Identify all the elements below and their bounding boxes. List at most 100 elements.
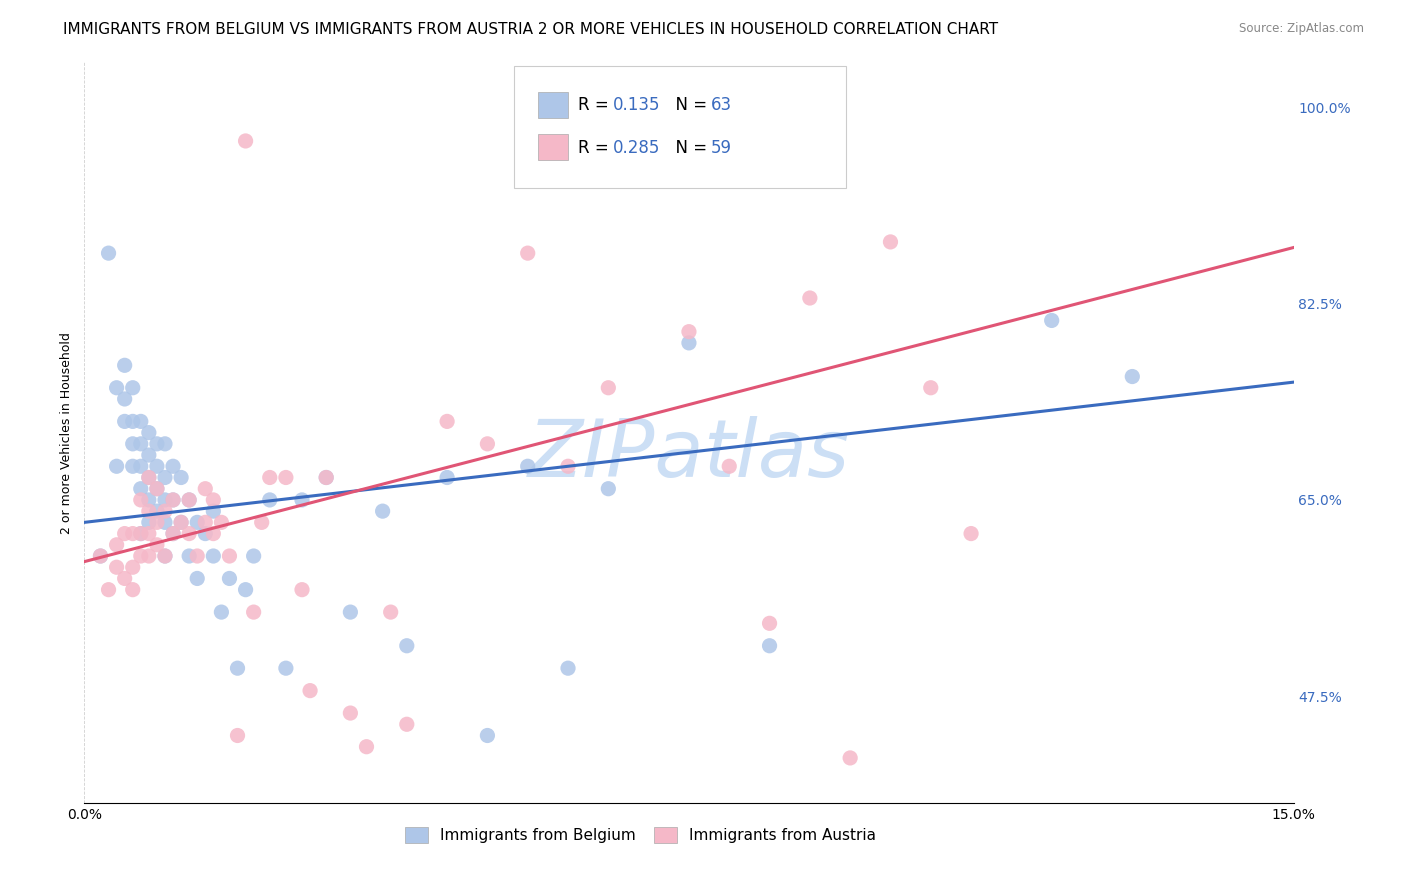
Point [516,246,538,260]
Point [146,482,169,496]
Point [146,459,169,474]
Point [259,492,281,507]
Point [315,470,337,484]
Point [879,235,901,249]
Point [129,482,152,496]
Text: 0.285: 0.285 [613,138,661,157]
Point [89,549,111,563]
Point [315,470,337,484]
Text: 59: 59 [710,138,731,157]
Point [114,359,136,373]
Point [960,526,983,541]
Point [557,459,579,474]
Point [436,470,458,484]
Point [153,470,176,484]
Point [129,526,152,541]
Point [97,582,120,597]
Point [121,582,143,597]
Point [179,526,201,541]
Point [129,492,152,507]
Point [114,414,136,428]
Point [557,661,579,675]
Point [138,516,160,530]
Point [114,571,136,585]
Point [105,381,128,395]
Point [186,549,208,563]
Point [138,549,160,563]
Point [153,504,176,518]
Point [162,459,184,474]
Text: N =: N = [665,96,711,114]
Point [598,381,620,395]
Point [138,504,160,518]
Point [242,605,264,619]
Point [170,470,193,484]
Point [678,325,700,339]
Text: N =: N = [665,138,711,157]
Point [194,526,217,541]
Point [339,605,361,619]
Point [138,526,160,541]
Point [299,683,322,698]
Point [153,516,176,530]
Point [235,582,257,597]
Text: 0.135: 0.135 [613,96,661,114]
Point [114,526,136,541]
Point [718,459,741,474]
Point [839,751,862,765]
Point [516,459,538,474]
Point [1121,369,1143,384]
Point [235,134,257,148]
Point [162,492,184,507]
Point [105,560,128,574]
Point [105,538,128,552]
Point [202,526,225,541]
Point [1040,313,1063,327]
Point [209,605,232,619]
Point [274,661,297,675]
Text: Source: ZipAtlas.com: Source: ZipAtlas.com [1239,22,1364,36]
Point [186,516,208,530]
Point [395,639,418,653]
Point [162,526,184,541]
Text: ZIPatlas: ZIPatlas [527,416,851,494]
Point [179,492,201,507]
Point [380,605,402,619]
Point [339,706,361,720]
Point [274,470,297,484]
Point [121,459,143,474]
Point [477,729,499,743]
Point [129,549,152,563]
Point [121,437,143,451]
Point [598,482,620,496]
Point [153,549,176,563]
Point [170,516,193,530]
Point [97,246,120,260]
Point [129,526,152,541]
Point [209,516,232,530]
Legend: Immigrants from Belgium, Immigrants from Austria: Immigrants from Belgium, Immigrants from… [398,820,884,851]
Point [121,381,143,395]
Point [153,437,176,451]
Point [162,492,184,507]
Point [170,516,193,530]
Point [758,639,780,653]
Point [179,549,201,563]
Text: 63: 63 [710,96,733,114]
Point [89,549,111,563]
Point [114,392,136,406]
Text: IMMIGRANTS FROM BELGIUM VS IMMIGRANTS FROM AUSTRIA 2 OR MORE VEHICLES IN HOUSEHO: IMMIGRANTS FROM BELGIUM VS IMMIGRANTS FR… [63,22,998,37]
Point [202,549,225,563]
Point [477,437,499,451]
FancyBboxPatch shape [538,92,568,118]
Point [291,492,314,507]
Point [121,526,143,541]
Point [153,549,176,563]
Point [138,425,160,440]
Y-axis label: 2 or more Vehicles in Household: 2 or more Vehicles in Household [60,332,73,533]
Point [371,504,394,518]
Point [291,582,314,597]
Point [105,459,128,474]
Point [242,549,264,563]
Text: R =: R = [578,96,613,114]
